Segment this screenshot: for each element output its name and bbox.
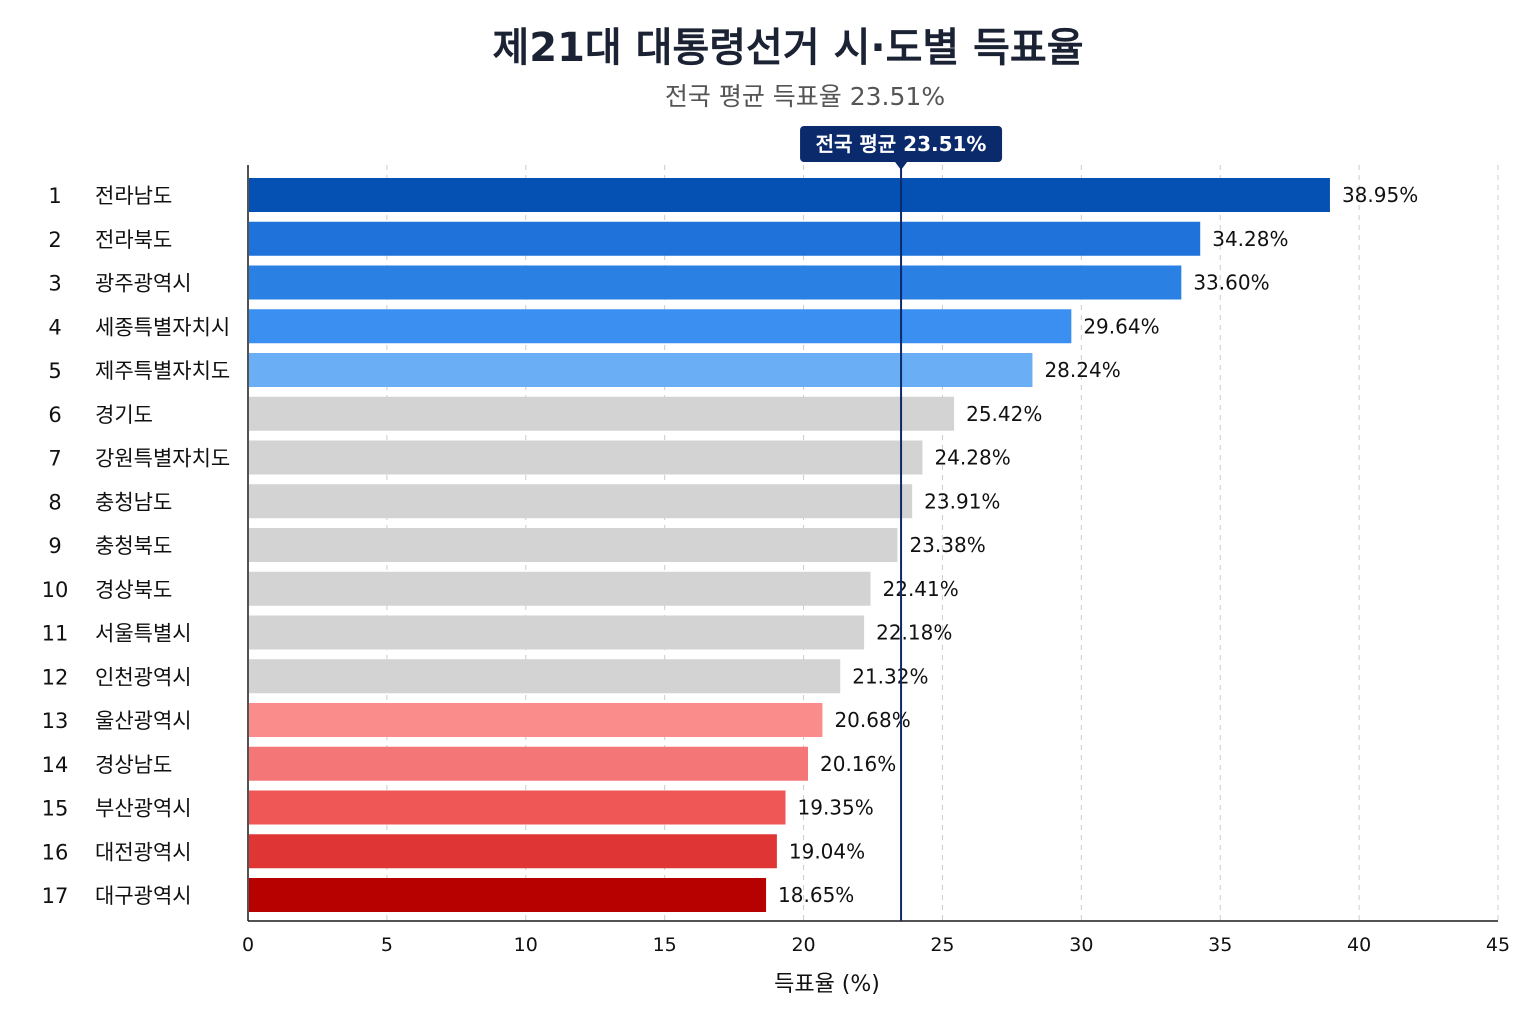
category-label: 강원특별자치도	[95, 447, 230, 471]
value-label: 21.32%	[852, 664, 928, 688]
rank-label: 16	[42, 840, 69, 864]
bar	[249, 396, 955, 431]
rank-label: 11	[42, 622, 69, 646]
rank-label: 7	[48, 447, 61, 471]
bar	[249, 265, 1182, 300]
bar	[249, 571, 871, 606]
axes	[247, 165, 1498, 922]
value-label: 22.41%	[883, 577, 959, 601]
bar	[249, 528, 898, 562]
value-label: 23.91%	[924, 489, 1000, 513]
bar	[249, 178, 1330, 212]
bar	[249, 878, 767, 912]
x-tick-label: 35	[1208, 934, 1232, 956]
x-tick-label: 15	[653, 934, 677, 956]
bars	[249, 178, 1330, 912]
value-label: 29.64%	[1083, 314, 1159, 338]
value-label: 22.18%	[876, 621, 952, 645]
value-label: 19.35%	[798, 796, 874, 820]
rank-label: 15	[42, 797, 69, 821]
rank-label: 9	[48, 534, 61, 558]
average-reference: 전국 평균 23.51%	[800, 126, 1003, 921]
average-label: 전국 평균 23.51%	[816, 132, 987, 156]
value-label: 33.60%	[1193, 271, 1269, 295]
category-label: 경상북도	[95, 578, 172, 602]
rank-label: 17	[42, 884, 69, 908]
x-tick-label: 45	[1486, 934, 1510, 956]
rank-label: 3	[48, 272, 61, 296]
value-label: 25.42%	[966, 402, 1042, 426]
bar	[249, 834, 777, 869]
rank-label: 10	[42, 578, 69, 602]
value-label: 19.04%	[789, 839, 865, 863]
x-tick-label: 20	[791, 934, 815, 956]
chart-subtitle: 전국 평균 득표율 23.51%	[665, 82, 945, 111]
category-label: 부산광역시	[95, 797, 192, 821]
category-label: 전라북도	[95, 228, 172, 252]
average-label-box	[800, 126, 1003, 162]
category-label: 서울특별시	[95, 622, 192, 646]
category-label: 인천광역시	[95, 665, 192, 689]
category-label: 울산광역시	[95, 709, 192, 733]
rank-label: 6	[48, 403, 61, 427]
x-tick-label: 25	[930, 934, 954, 956]
row-labels: 38.95% 1 전라남도 34.28% 2 전라북도 33.60% 3 광주광역시 29.64%…	[42, 183, 1419, 908]
category-label: 세종특별자치시	[95, 315, 230, 339]
x-tick-label: 5	[381, 934, 393, 956]
value-label: 28.24%	[1044, 358, 1120, 382]
value-label: 34.28%	[1212, 227, 1288, 251]
bar	[249, 703, 823, 737]
category-label: 광주광역시	[95, 272, 192, 296]
value-label: 24.28%	[934, 446, 1010, 470]
x-tick-label: 0	[242, 934, 254, 956]
bar	[249, 309, 1072, 344]
value-label: 23.38%	[909, 533, 985, 557]
value-label: 20.16%	[820, 752, 896, 776]
value-label: 20.68%	[834, 708, 910, 732]
category-label: 전라남도	[95, 184, 172, 208]
x-axis-label: 득표율 (%)	[774, 972, 880, 997]
rank-label: 13	[42, 709, 69, 733]
bar	[249, 440, 923, 475]
category-label: 제주특별자치도	[95, 359, 230, 383]
category-label: 충청북도	[95, 534, 172, 558]
bar	[249, 221, 1201, 256]
x-axis-ticks: 0 5 10 15 20 25 30 35 40 45	[242, 934, 1510, 956]
bar	[249, 659, 841, 694]
rank-label: 12	[42, 665, 69, 689]
rank-label: 4	[48, 315, 61, 339]
average-label-pointer	[895, 162, 908, 170]
bar	[249, 615, 865, 650]
rank-label: 2	[48, 228, 61, 252]
value-label: 38.95%	[1342, 183, 1418, 207]
x-tick-label: 40	[1347, 934, 1371, 956]
rank-label: 14	[42, 753, 69, 777]
bar	[249, 353, 1033, 387]
category-label: 대구광역시	[95, 884, 192, 908]
bar	[249, 484, 913, 519]
category-label: 충청남도	[95, 490, 172, 514]
chart-title: 제21대 대통령선거 시·도별 득표율	[492, 25, 1083, 71]
rank-label: 5	[48, 359, 61, 383]
x-tick-label: 30	[1069, 934, 1093, 956]
value-label: 18.65%	[778, 883, 854, 907]
category-label: 경상남도	[95, 753, 172, 777]
category-label: 경기도	[95, 403, 153, 427]
x-tick-label: 10	[514, 934, 538, 956]
bar	[249, 746, 808, 781]
rank-label: 8	[48, 490, 61, 514]
bar	[249, 790, 786, 825]
category-label: 대전광역시	[95, 840, 192, 864]
rank-label: 1	[48, 184, 61, 208]
